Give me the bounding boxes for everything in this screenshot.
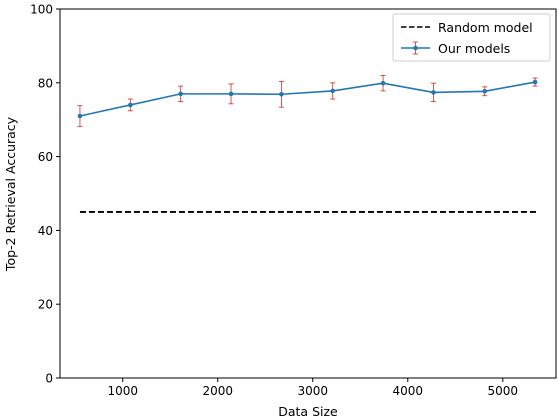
y-tick-label: 60 [38,150,53,164]
series-layer [77,75,538,213]
our-models-point [228,91,234,97]
legend-random-label: Random model [438,20,533,35]
x-tick-label: 3000 [297,384,328,398]
x-tick-label: 2000 [202,384,233,398]
legend: Random model Our models [392,13,551,62]
our-models-point [482,88,488,94]
our-models-point [128,102,133,108]
x-tick-label: 4000 [392,384,423,398]
y-tick-label: 0 [45,372,53,386]
legend-box [392,13,551,62]
our-models-point [77,113,83,119]
our-models-point [330,88,336,94]
our-models-point [380,80,386,86]
our-models-line [79,81,536,117]
y-tick-label: 40 [38,224,53,238]
our-models-point [532,79,538,85]
y-tick-label: 80 [38,76,53,90]
x-axis-ticks: 1000 2000 3000 4000 5000 [107,378,518,398]
y-axis-label: Top-2 Retrieval Accuracy [3,116,18,272]
x-tick-label: 5000 [488,384,519,398]
legend-ours-marker [413,45,418,51]
y-tick-label: 20 [38,298,53,312]
plot-frame [59,8,557,379]
our-models-point [431,90,436,95]
our-models-point [178,91,183,97]
y-axis-ticks: 0 20 40 60 80 100 [30,3,60,386]
plot-area [60,9,556,378]
our-models-point [279,91,284,97]
y-tick-label: 100 [30,3,53,17]
legend-ours-label: Our models [438,41,510,56]
x-axis-label: Data Size [278,404,338,419]
x-tick-label: 1000 [107,384,138,398]
